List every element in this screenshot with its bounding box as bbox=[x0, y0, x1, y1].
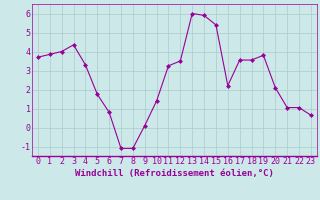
X-axis label: Windchill (Refroidissement éolien,°C): Windchill (Refroidissement éolien,°C) bbox=[75, 169, 274, 178]
